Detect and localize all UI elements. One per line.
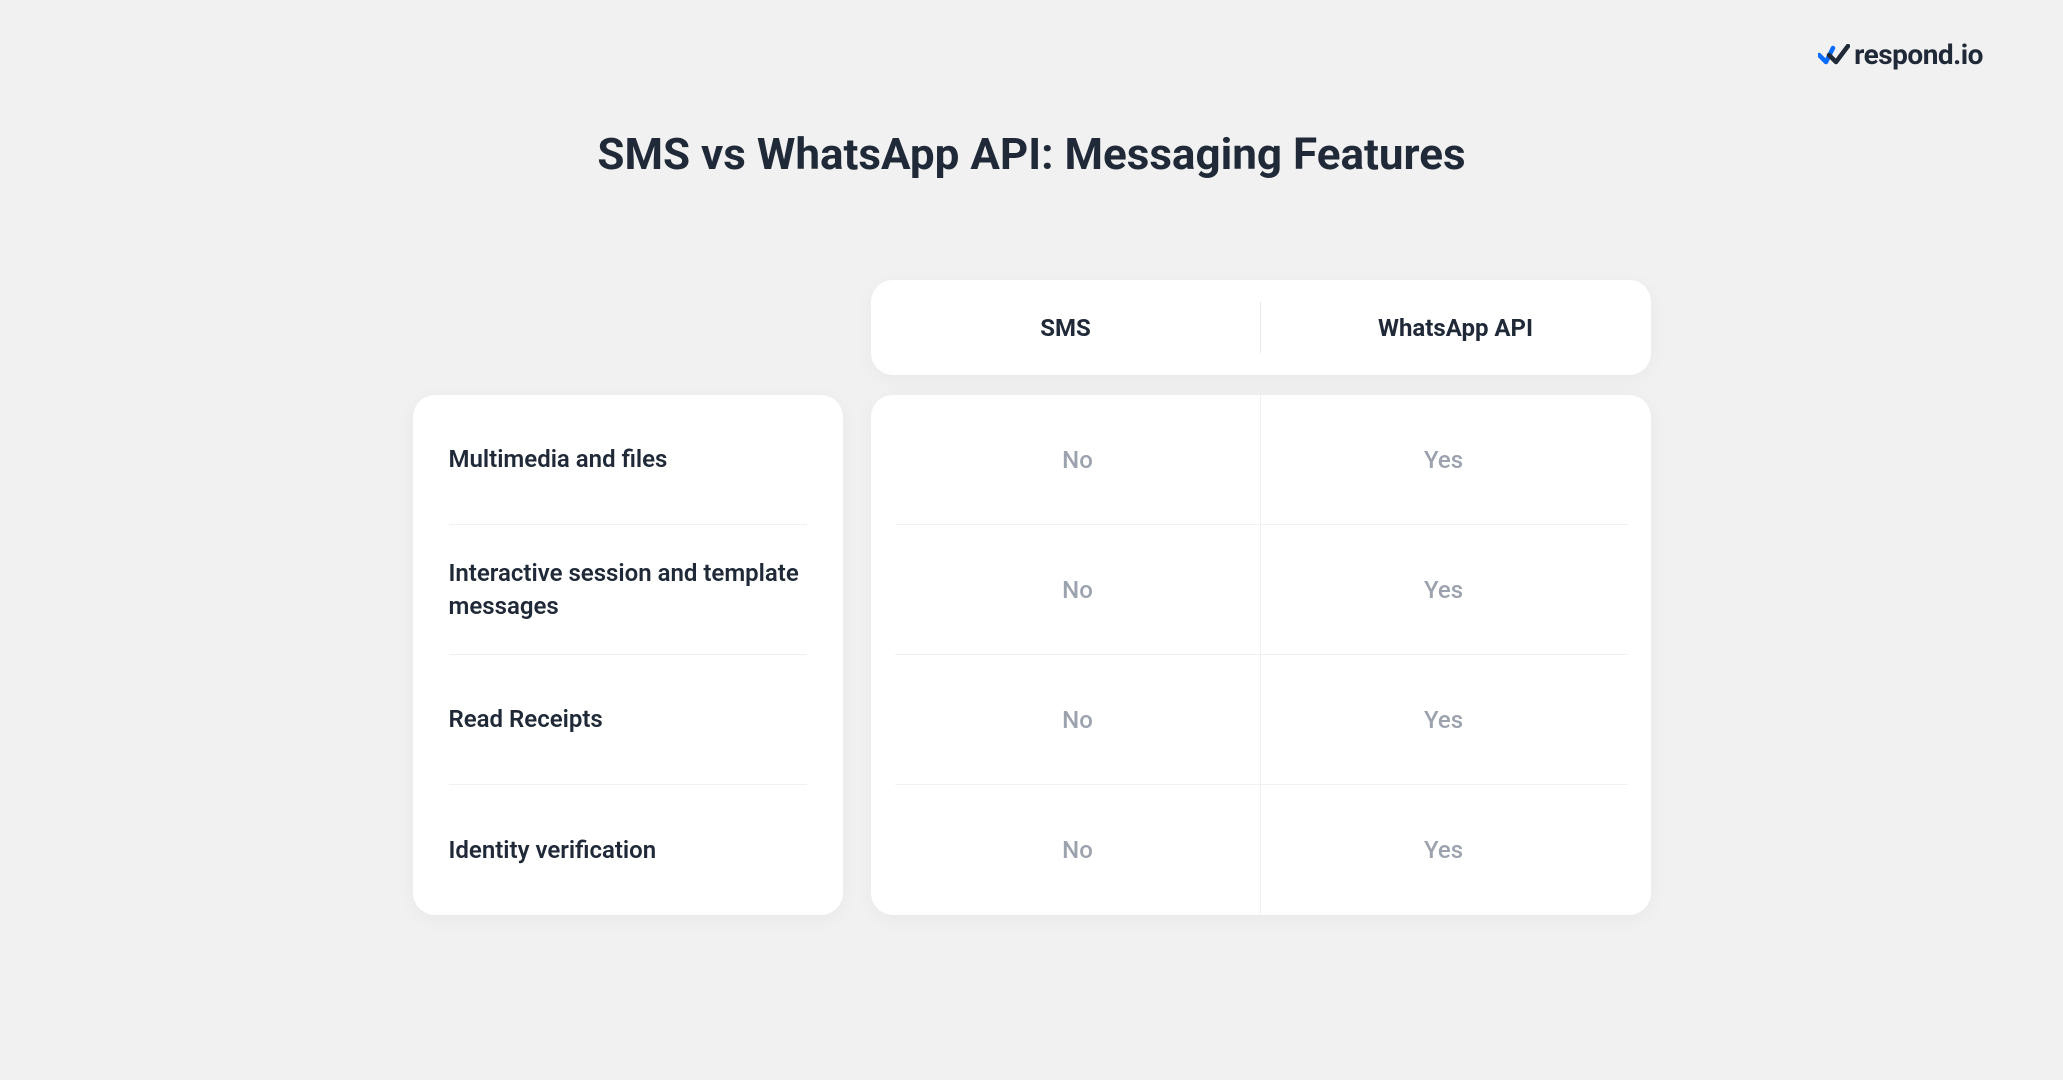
cell-value: Yes — [1261, 655, 1627, 785]
comparison-table: Multimedia and files Interactive session… — [413, 280, 1651, 915]
table-row: Interactive session and template message… — [449, 525, 807, 655]
table-row: Multimedia and files — [449, 395, 807, 525]
feature-label: Identity verification — [449, 834, 657, 866]
column-header: WhatsApp API — [1261, 280, 1651, 375]
table-row: No Yes — [895, 525, 1627, 655]
table-row: No Yes — [895, 785, 1627, 915]
page-title: SMS vs WhatsApp API: Messaging Features — [597, 128, 1465, 180]
table-row: Read Receipts — [449, 655, 807, 785]
cell-value: No — [895, 525, 1261, 655]
cell-value: No — [895, 655, 1261, 785]
table-row: Identity verification — [449, 785, 807, 915]
table-row: No Yes — [895, 655, 1627, 785]
brand-logo: respond.io — [1818, 38, 1983, 71]
brand-check-icon — [1818, 44, 1850, 66]
column-header-card: SMS WhatsApp API — [871, 280, 1651, 375]
feature-label: Read Receipts — [449, 703, 603, 735]
feature-label: Interactive session and template message… — [449, 557, 807, 622]
cell-value: No — [895, 785, 1261, 915]
cell-value: Yes — [1261, 785, 1627, 915]
cell-value: Yes — [1261, 525, 1627, 655]
cell-value: No — [895, 395, 1261, 525]
data-columns: SMS WhatsApp API No Yes No Yes No Yes No… — [871, 280, 1651, 915]
cell-value: Yes — [1261, 395, 1627, 525]
brand-name: respond.io — [1854, 38, 1983, 71]
feature-label: Multimedia and files — [449, 443, 668, 475]
feature-labels-card: Multimedia and files Interactive session… — [413, 395, 843, 915]
table-row: No Yes — [895, 395, 1627, 525]
data-body-card: No Yes No Yes No Yes No Yes — [871, 395, 1651, 915]
column-header: SMS — [871, 280, 1261, 375]
